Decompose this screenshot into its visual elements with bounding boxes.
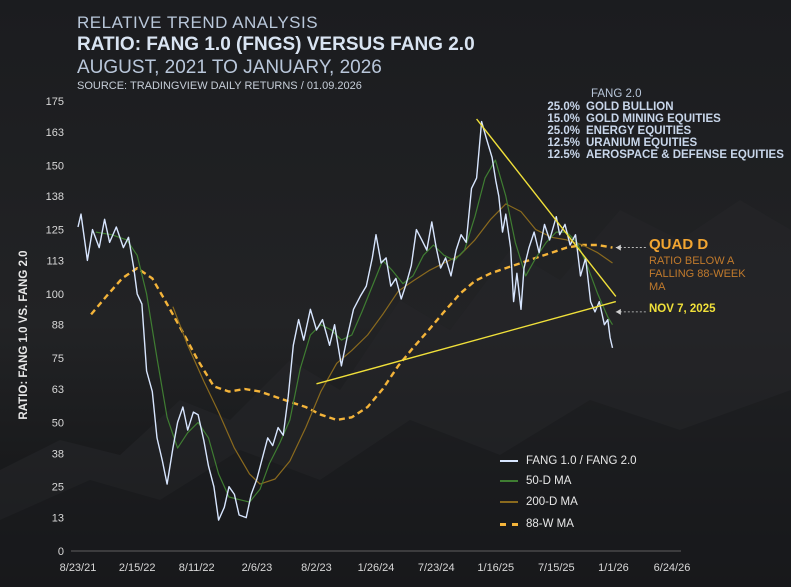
- x-tick-label: 1/1/26: [598, 562, 629, 574]
- y-tick-label: 75: [52, 353, 64, 365]
- nov-7-marker-arrowhead: [615, 308, 621, 315]
- y-tick-label: 175: [46, 96, 64, 108]
- legend-item-50d: 50-D MA: [500, 475, 571, 487]
- composition-item: 12.5% URANIUM EQUITIES: [543, 137, 784, 149]
- composition-weight: 25.0%: [547, 125, 580, 137]
- legend-swatch-ratio: [500, 460, 518, 462]
- x-tick-label: 6/24/26: [654, 562, 691, 574]
- composition-weight: 12.5%: [547, 149, 580, 161]
- composition-weight: 12.5%: [547, 137, 580, 149]
- quad-d-title: QUAD D: [649, 236, 709, 253]
- y-tick-label: 113: [46, 255, 64, 267]
- composition-name: AEROSPACE & DEFENSE EQUITIES: [586, 149, 784, 161]
- y-tick-label: 50: [52, 417, 64, 429]
- series-layer: [77, 120, 614, 521]
- legend-swatch-200d: [500, 501, 518, 503]
- legend-swatch-88w: [500, 522, 518, 526]
- legend-item-200d: 200-D MA: [500, 496, 578, 508]
- x-tick-label: 8/2/23: [301, 562, 332, 574]
- legend-label-ratio: FANG 1.0 / FANG 2.0: [526, 455, 637, 467]
- composition-item: 25.0% ENERGY EQUITIES: [543, 125, 784, 137]
- composition-name: URANIUM EQUITIES: [586, 137, 698, 149]
- legend-swatch-50d: [500, 480, 518, 482]
- x-tick-label: 2/15/22: [119, 562, 156, 574]
- legend-item-ratio: FANG 1.0 / FANG 2.0: [500, 455, 637, 467]
- nov-7-label: NOV 7, 2025: [649, 303, 716, 315]
- trendline-layer: [316, 118, 617, 385]
- composition-item: 25.0% GOLD BULLION: [543, 101, 784, 113]
- quad-d-subtitle: RATIO BELOW A FALLING 88-WEEK MA: [649, 255, 746, 293]
- composition-weight: 25.0%: [547, 101, 580, 113]
- y-axis-title: RATIO: FANG 1.0 VS. FANG 2.0: [18, 250, 30, 420]
- composition-item: 15.0% GOLD MINING EQUITIES: [543, 113, 784, 125]
- composition-name: GOLD MINING EQUITIES: [586, 113, 721, 125]
- source-note: SOURCE: TRADINGVIEW DAILY RETURNS / 01.0…: [77, 80, 362, 92]
- x-tick-label: 7/15/25: [538, 562, 575, 574]
- legend-label-200d: 200-D MA: [526, 496, 578, 508]
- chart-subtitle: AUGUST, 2021 TO JANUARY, 2026: [77, 57, 382, 78]
- x-tick-label: 7/23/24: [418, 562, 455, 574]
- y-tick-label: 63: [52, 384, 64, 396]
- legend-item-88w: 88-W MA: [500, 518, 574, 530]
- composition-name: ENERGY EQUITIES: [586, 125, 692, 137]
- y-tick-label: 25: [52, 482, 64, 494]
- x-axis-ticks: 8/23/21 2/15/22 8/11/22 2/6/23 8/2/23 1/26/24…: [60, 562, 691, 574]
- y-tick-label: 150: [46, 160, 64, 172]
- composition-name: GOLD BULLION: [586, 101, 674, 113]
- y-tick-label: 88: [52, 320, 64, 332]
- ma50-line: [95, 159, 614, 503]
- x-tick-label: 1/26/24: [358, 562, 395, 574]
- y-tick-label: 138: [46, 191, 64, 203]
- mountain-backdrop: [0, 200, 791, 587]
- ma200-line: [172, 203, 613, 485]
- chart-kicker: RELATIVE TREND ANALYSIS: [77, 13, 319, 32]
- y-tick-label: 163: [46, 127, 64, 139]
- y-tick-label: 13: [52, 513, 64, 525]
- y-tick-label: 38: [52, 448, 64, 460]
- x-tick-label: 1/16/25: [477, 562, 514, 574]
- ratio-line: [77, 120, 614, 521]
- composition-weight: 15.0%: [547, 113, 580, 125]
- x-tick-label: 2/6/23: [242, 562, 273, 574]
- legend-label-50d: 50-D MA: [526, 475, 572, 487]
- composition-heading: FANG 2.0: [591, 88, 642, 100]
- composition-list: 25.0% GOLD BULLION 15.0% GOLD MINING EQUITI…: [543, 101, 784, 161]
- legend-label-88w: 88-W MA: [526, 518, 574, 530]
- y-tick-label: 0: [58, 546, 64, 558]
- descending-resistance-trendline: [476, 118, 617, 297]
- y-tick-label: 100: [46, 289, 64, 301]
- y-tick-label: 125: [46, 225, 64, 237]
- quad-d-marker-arrowhead: [615, 244, 621, 251]
- y-axis-ticks: 0 13 25 38 50 63 75 88 100 113 125 138 150 163 175: [46, 96, 64, 558]
- x-tick-label: 8/11/22: [179, 562, 215, 574]
- chart-title: RATIO: FANG 1.0 (FNGS) VERSUS FANG 2.0: [77, 34, 475, 55]
- composition-item: 12.5% AEROSPACE & DEFENSE EQUITIES: [543, 149, 784, 161]
- ascending-support-trendline: [316, 300, 617, 385]
- annotation-layer: [615, 244, 648, 315]
- x-tick-label: 8/23/21: [60, 562, 97, 574]
